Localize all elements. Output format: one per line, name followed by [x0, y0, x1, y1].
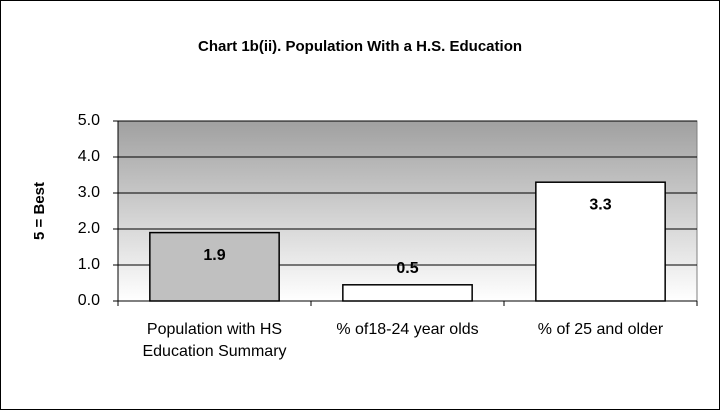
- y-tick-label: 1.0: [78, 256, 100, 273]
- bar: [342, 284, 473, 302]
- y-tick-label: 0.0: [78, 292, 100, 309]
- data-label: 1.9: [203, 247, 225, 264]
- chart-title: Chart 1b(ii). Population With a H.S. Edu…: [198, 38, 522, 55]
- data-label: 0.5: [396, 260, 418, 277]
- bar: [149, 231, 280, 302]
- x-tick-label: Population with HS Education Summary: [142, 321, 287, 360]
- y-tick-label: 2.0: [78, 220, 100, 237]
- y-tick-label: 3.0: [78, 184, 100, 201]
- x-tick-label: % of18-24 year olds: [336, 321, 479, 338]
- data-label: 3.3: [589, 196, 611, 213]
- y-tick-label: 5.0: [78, 112, 100, 129]
- x-tick-label: % of 25 and older: [537, 321, 664, 338]
- y-axis-label: 5 = Best: [31, 182, 48, 240]
- y-tick-label: 4.0: [78, 148, 100, 165]
